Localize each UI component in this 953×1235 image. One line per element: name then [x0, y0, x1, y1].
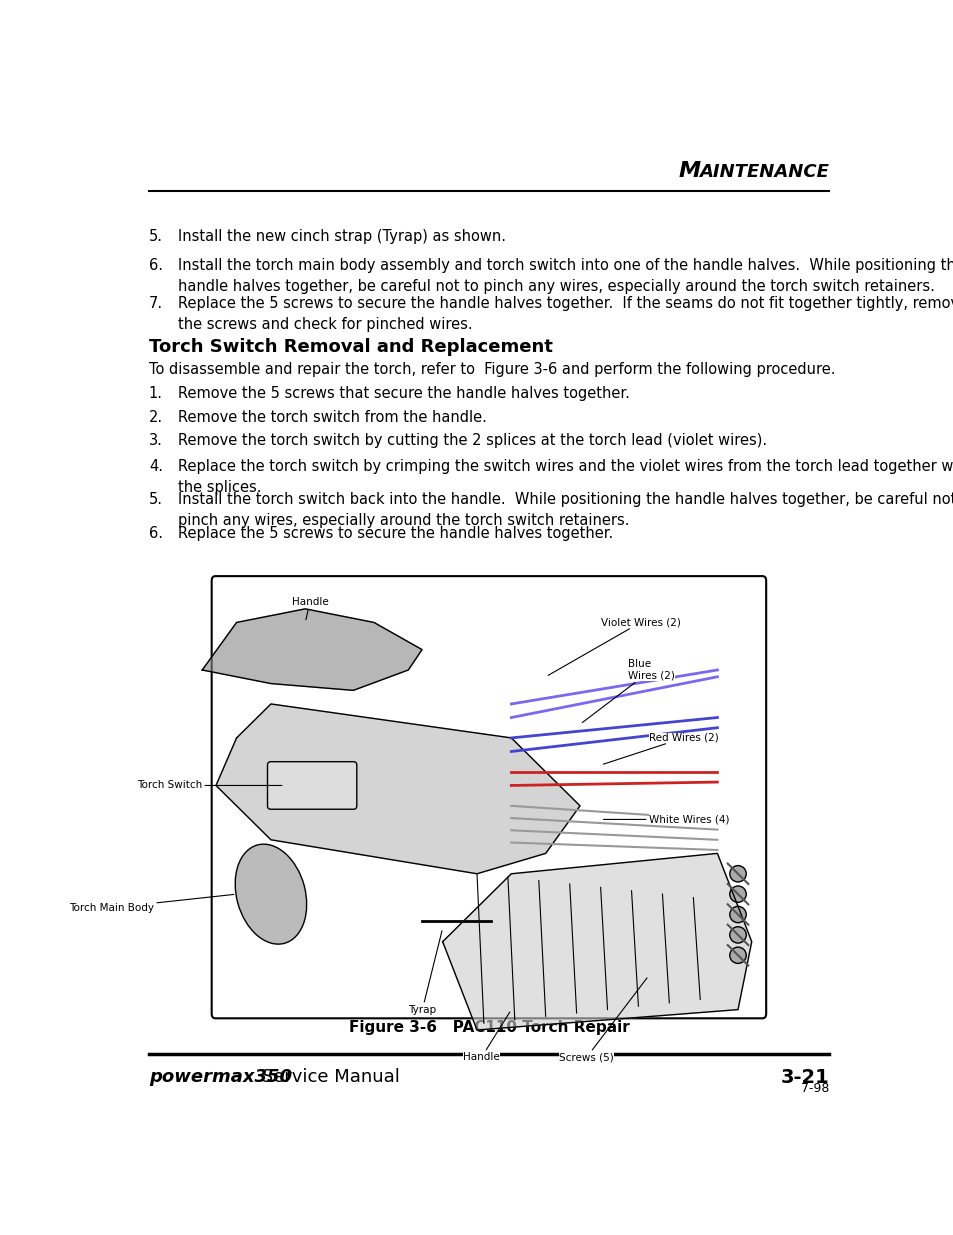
Text: Red Wires (2): Red Wires (2) [602, 732, 718, 764]
FancyBboxPatch shape [212, 576, 765, 1019]
Text: powermax350: powermax350 [149, 1068, 292, 1086]
Ellipse shape [235, 845, 306, 944]
Text: Screws (5): Screws (5) [558, 978, 646, 1062]
Text: Figure 3-6   PAC110 Torch Repair: Figure 3-6 PAC110 Torch Repair [348, 1020, 629, 1035]
Polygon shape [202, 609, 421, 690]
Text: Install the new cinch strap (Tyrap) as shown.: Install the new cinch strap (Tyrap) as s… [178, 228, 506, 245]
Text: 6.: 6. [149, 526, 163, 541]
Text: Tyrap: Tyrap [408, 931, 441, 1015]
Text: 7.: 7. [149, 295, 163, 310]
Polygon shape [442, 853, 751, 1030]
Text: Blue
Wires (2): Blue Wires (2) [581, 659, 675, 722]
Text: 4.: 4. [149, 459, 163, 474]
Text: Replace the 5 screws to secure the handle halves together.  If the seams do not : Replace the 5 screws to secure the handl… [178, 295, 953, 331]
Text: 3.: 3. [149, 433, 163, 448]
Text: Handle: Handle [292, 597, 328, 620]
Text: Handle: Handle [463, 1011, 509, 1062]
Text: Service Manual: Service Manual [255, 1068, 399, 1086]
Text: 1.: 1. [149, 385, 163, 401]
Circle shape [729, 866, 745, 882]
FancyBboxPatch shape [267, 762, 356, 809]
Text: 7-98: 7-98 [800, 1082, 828, 1095]
Text: To disassemble and repair the torch, refer to  Figure 3-6 and perform the follow: To disassemble and repair the torch, ref… [149, 362, 835, 377]
Text: Replace the 5 screws to secure the handle halves together.: Replace the 5 screws to secure the handl… [178, 526, 613, 541]
Text: Replace the torch switch by crimping the switch wires and the violet wires from : Replace the torch switch by crimping the… [178, 459, 953, 495]
Text: 2.: 2. [149, 410, 163, 425]
Text: 5.: 5. [149, 228, 163, 245]
Circle shape [729, 926, 745, 944]
Text: Violet Wires (2): Violet Wires (2) [548, 618, 679, 676]
Text: Install the torch switch back into the handle.  While positioning the handle hal: Install the torch switch back into the h… [178, 493, 953, 529]
Text: Remove the 5 screws that secure the handle halves together.: Remove the 5 screws that secure the hand… [178, 385, 630, 401]
Text: M: M [678, 162, 700, 182]
Text: White Wires (4): White Wires (4) [603, 814, 728, 825]
Polygon shape [215, 704, 579, 874]
Text: Remove the torch switch by cutting the 2 splices at the torch lead (violet wires: Remove the torch switch by cutting the 2… [178, 433, 767, 448]
Circle shape [729, 906, 745, 923]
Circle shape [729, 947, 745, 963]
Text: 6.: 6. [149, 258, 163, 273]
Text: AINTENANCE: AINTENANCE [699, 163, 828, 182]
Text: Torch Main Body: Torch Main Body [70, 894, 233, 913]
Text: Torch Switch Removal and Replacement: Torch Switch Removal and Replacement [149, 338, 552, 357]
Text: Install the torch main body assembly and torch switch into one of the handle hal: Install the torch main body assembly and… [178, 258, 953, 294]
Text: Remove the torch switch from the handle.: Remove the torch switch from the handle. [178, 410, 487, 425]
Text: 3-21: 3-21 [780, 1068, 828, 1087]
Circle shape [729, 885, 745, 903]
Text: Torch Switch: Torch Switch [137, 781, 281, 790]
Text: 5.: 5. [149, 493, 163, 508]
